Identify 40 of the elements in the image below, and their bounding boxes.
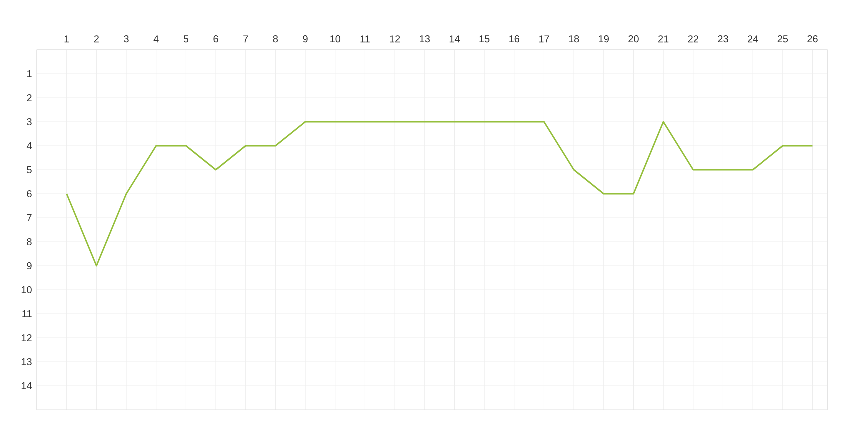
y-tick-label: 12 xyxy=(22,334,32,342)
y-tick-label: 6 xyxy=(27,190,32,198)
x-tick-label: 7 xyxy=(244,36,248,43)
x-tick-label: 23 xyxy=(718,36,728,43)
y-tick-label: 8 xyxy=(27,238,32,246)
y-tick-label: 1 xyxy=(27,70,32,78)
y-tick-label: 3 xyxy=(27,118,32,126)
x-tick-label: 2 xyxy=(94,36,99,43)
x-tick-label: 10 xyxy=(330,36,341,43)
x-tick-label: 9 xyxy=(303,36,308,43)
x-tick-label: 4 xyxy=(154,36,159,43)
x-tick-label: 17 xyxy=(539,36,550,43)
x-tick-label: 20 xyxy=(628,36,639,43)
x-tick-label: 3 xyxy=(124,36,129,43)
x-tick-label: 5 xyxy=(184,36,189,43)
x-tick-label: 25 xyxy=(778,36,788,43)
x-tick-label: 12 xyxy=(390,36,400,43)
x-tick-label: 8 xyxy=(273,36,278,43)
x-tick-label: 21 xyxy=(658,36,669,43)
x-tick-label: 14 xyxy=(450,36,460,43)
y-tick-label: 2 xyxy=(27,94,32,102)
y-tick-label: 7 xyxy=(27,214,32,222)
x-tick-label: 24 xyxy=(748,36,758,43)
x-tick-label: 6 xyxy=(214,36,218,43)
x-tick-label: 13 xyxy=(420,36,430,43)
x-tick-label: 26 xyxy=(808,36,818,43)
x-tick-label: 1 xyxy=(64,36,70,43)
x-tick-label: 15 xyxy=(480,36,490,43)
x-tick-label: 18 xyxy=(569,36,580,43)
x-tick-label: 11 xyxy=(360,36,370,43)
y-tick-label: 14 xyxy=(22,382,32,390)
y-tick-label: 9 xyxy=(27,262,32,270)
y-tick-label: 11 xyxy=(22,310,32,318)
x-tick-label: 16 xyxy=(510,36,520,43)
y-tick-label: 10 xyxy=(22,286,32,294)
x-tick-label: 22 xyxy=(688,36,698,43)
y-tick-label: 13 xyxy=(22,358,32,366)
y-tick-label: 5 xyxy=(27,166,32,174)
y-tick-label: 4 xyxy=(26,142,32,150)
x-tick-label: 19 xyxy=(599,36,609,43)
